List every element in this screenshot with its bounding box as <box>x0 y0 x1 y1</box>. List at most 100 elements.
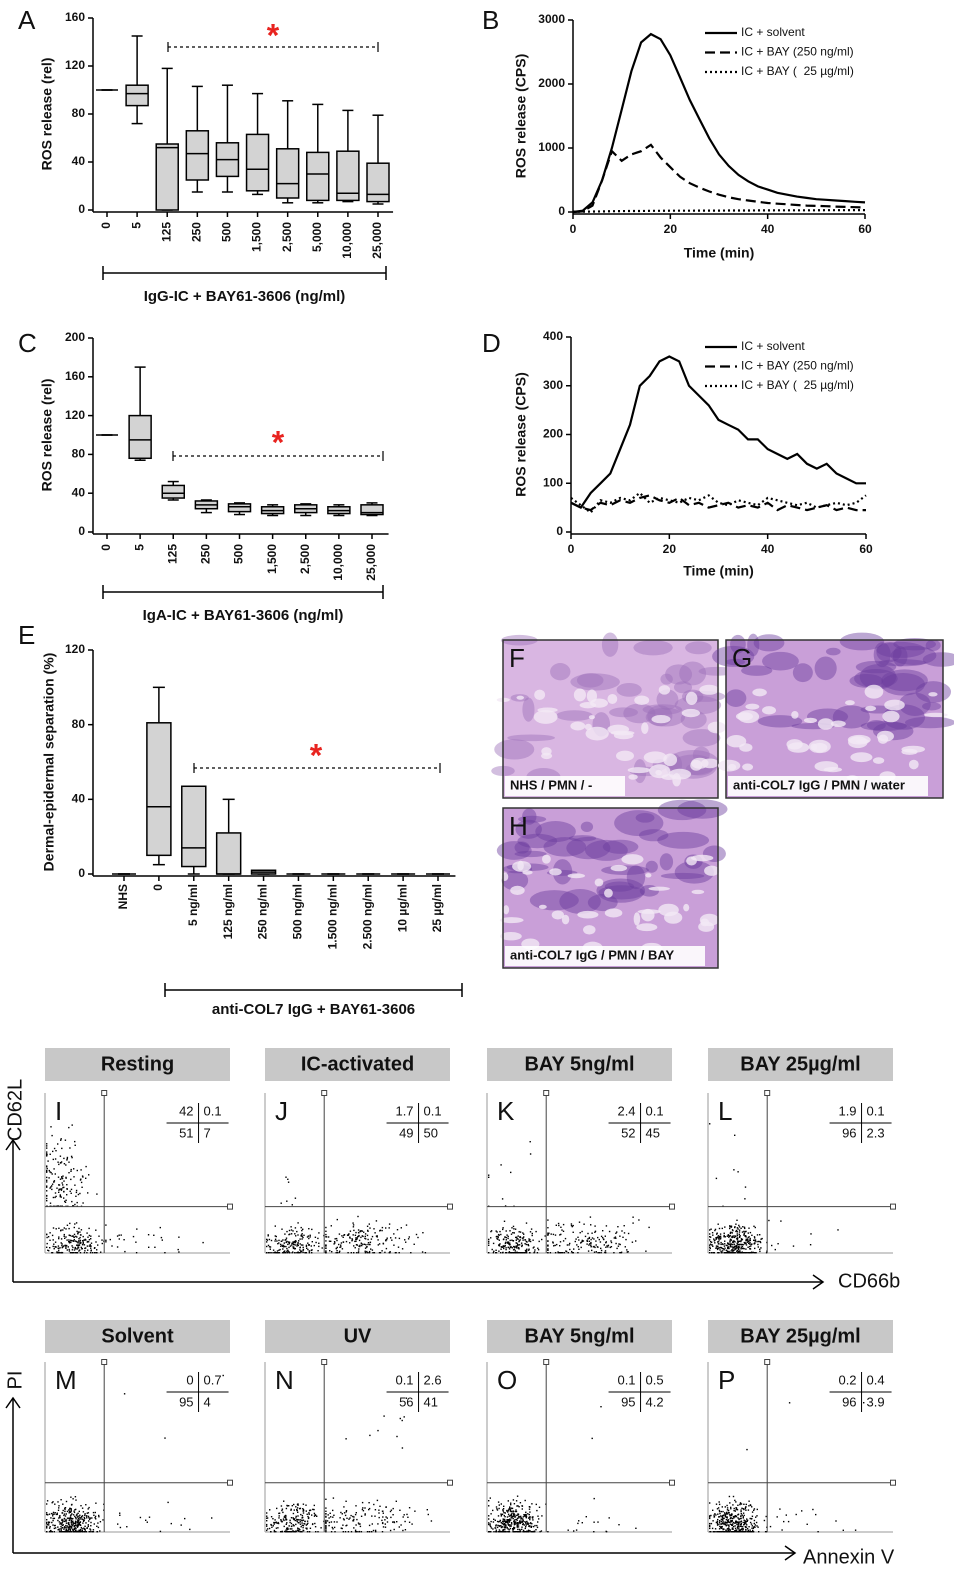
event-dot <box>495 1524 497 1526</box>
event-dot <box>512 1240 515 1242</box>
event-dot <box>294 1244 296 1246</box>
event-dot <box>514 1516 517 1518</box>
event-dot <box>713 1516 715 1518</box>
event-dot <box>368 1252 371 1254</box>
event-dot <box>296 1520 298 1523</box>
event-dot <box>53 1517 56 1520</box>
histology-image <box>496 799 728 969</box>
event-dot <box>123 1239 125 1241</box>
event-dot <box>712 1234 714 1236</box>
event-dot <box>720 1246 723 1249</box>
panel-letter: P <box>718 1365 735 1395</box>
event-dot <box>726 1245 729 1247</box>
event-dot <box>302 1509 305 1511</box>
event-dot <box>69 1507 71 1510</box>
event-dot <box>512 1225 515 1228</box>
event-dot <box>349 1236 351 1238</box>
event-dot <box>299 1246 301 1248</box>
event-dot <box>69 1516 72 1519</box>
event-dot <box>277 1521 279 1524</box>
tissue-gap <box>586 689 598 703</box>
quadrant-percent: 2.3 <box>867 1125 885 1140</box>
event-dot <box>76 1169 78 1172</box>
event-dot <box>530 1228 533 1230</box>
event-dot <box>297 1504 299 1506</box>
event-dot <box>526 1248 528 1250</box>
panel-letter: A <box>18 5 36 35</box>
event-dot <box>547 1245 549 1247</box>
event-dot <box>266 1520 268 1522</box>
event-dot <box>298 1252 300 1254</box>
event-dot <box>750 1252 752 1254</box>
event-dot <box>740 1515 742 1518</box>
event-dot <box>502 1524 505 1526</box>
event-dot <box>54 1527 57 1529</box>
event-dot <box>184 1517 186 1520</box>
event-dot <box>727 1519 730 1521</box>
event-dot <box>388 1227 390 1229</box>
event-dot <box>292 1247 295 1250</box>
y-tick-label: 100 <box>543 475 563 489</box>
tissue-blob <box>881 672 925 696</box>
event-dot <box>63 1227 65 1229</box>
event-dot <box>541 1238 543 1241</box>
event-dot <box>59 1530 61 1532</box>
quadrant-percent: 2.6 <box>424 1372 442 1387</box>
quadrant-percent: 4 <box>204 1394 211 1409</box>
event-dot <box>519 1239 521 1241</box>
event-dot <box>73 1238 75 1241</box>
gate-handle <box>669 1479 675 1486</box>
event-dot <box>488 1500 490 1502</box>
event-dot <box>749 1231 752 1234</box>
event-dot <box>737 1504 739 1506</box>
event-dot <box>63 1245 65 1247</box>
event-dot <box>755 1521 758 1524</box>
event-dot <box>74 1140 76 1143</box>
y-tick-label: 120 <box>65 408 85 422</box>
event-dot <box>97 1244 99 1246</box>
tissue-gap <box>742 763 754 771</box>
event-dot <box>743 1508 745 1511</box>
event-dot <box>294 1531 296 1533</box>
event-dot <box>729 1238 732 1240</box>
event-dot <box>497 1515 500 1517</box>
event-dot <box>83 1252 86 1254</box>
event-dot <box>355 1240 357 1242</box>
event-dot <box>513 1248 516 1250</box>
event-dot <box>370 1248 372 1250</box>
event-dot <box>63 1526 66 1528</box>
event-dot <box>751 1531 753 1533</box>
event-dot <box>77 1520 79 1523</box>
event-dot <box>356 1238 358 1240</box>
event-dot <box>275 1531 277 1533</box>
event-dot <box>93 1523 95 1525</box>
event-dot <box>298 1528 300 1530</box>
event-dot <box>276 1507 278 1510</box>
event-dot <box>401 1447 404 1449</box>
event-dot <box>406 1513 408 1516</box>
x-tick-label: 125 <box>159 222 173 242</box>
event-dot <box>369 1227 371 1229</box>
event-dot <box>80 1246 82 1249</box>
event-dot <box>753 1225 755 1227</box>
event-dot <box>709 1524 711 1527</box>
event-dot <box>61 1524 63 1526</box>
event-dot <box>407 1516 409 1518</box>
tissue-gap <box>500 931 522 941</box>
event-dot <box>531 1503 533 1505</box>
event-dot <box>498 1244 501 1246</box>
event-dot <box>318 1245 320 1248</box>
event-dot <box>293 1518 295 1520</box>
event-dot <box>716 1233 718 1235</box>
tissue-blob <box>514 841 530 854</box>
event-dot <box>716 1521 719 1523</box>
event-dot <box>75 1222 78 1224</box>
event-dot <box>90 1525 92 1527</box>
event-dot <box>743 1248 745 1250</box>
event-dot <box>279 1248 281 1251</box>
event-dot <box>60 1162 62 1164</box>
event-dot <box>59 1516 61 1519</box>
event-dot <box>721 1515 723 1518</box>
event-dot <box>586 1239 588 1242</box>
event-dot <box>68 1241 71 1243</box>
